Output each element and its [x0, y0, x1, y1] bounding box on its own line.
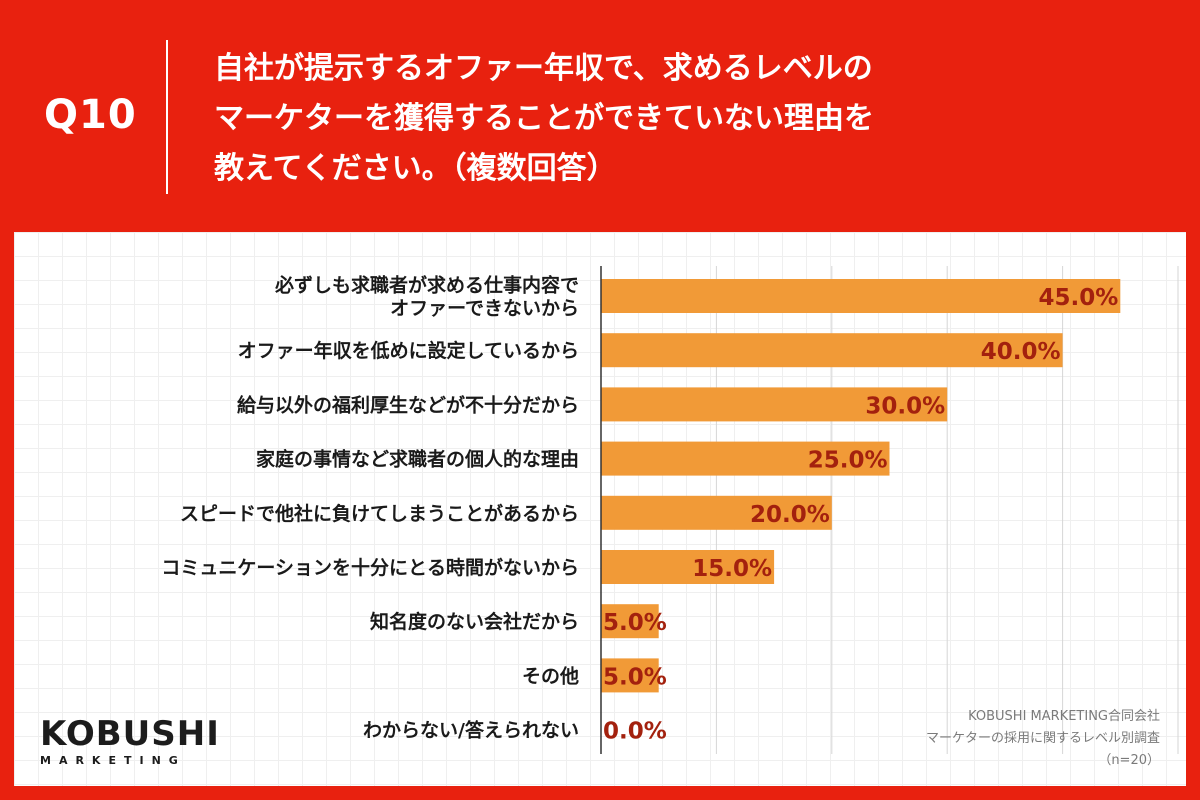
category-label: コミュニケーションを十分にとる時間がないから — [161, 556, 579, 579]
category-label: 家庭の事情など求職者の個人的な理由 — [256, 448, 579, 471]
question-title: 自社が提示するオファー年収で、求めるレベルの マーケターを獲得することができてい… — [214, 44, 1174, 194]
bar — [601, 550, 775, 584]
category-label-line: コミュニケーションを十分にとる時間がないから — [161, 556, 579, 579]
bar — [601, 658, 659, 693]
bar — [601, 441, 890, 476]
source-line: （n=20） — [1098, 753, 1160, 768]
category-label-line: その他 — [522, 664, 579, 687]
value-label: 20.0% — [750, 502, 830, 528]
category-label: スピードで他社に負けてしまうことがあるから — [180, 502, 579, 525]
category-label-line: 知名度のない会社だから — [370, 610, 579, 633]
value-label: 45.0% — [1039, 285, 1119, 311]
chart-panel: 必ずしも求職者が求める仕事内容でオファーできないから 45.0% オファー年収を低め… — [14, 232, 1186, 786]
logo-subtitle: MARKETING — [40, 754, 186, 767]
value-label: 15.0% — [692, 556, 772, 582]
bar — [601, 604, 659, 639]
source-note: KOBUSHI MARKETING合同会社 マーケターの採用に関するレベル別調査… — [926, 706, 1160, 772]
value-label: 0.0% — [603, 719, 667, 745]
category-label: わからない/答えられない — [363, 719, 579, 742]
bar-chart: 必ずしも求職者が求める仕事内容でオファーできないから 45.0% オファー年収を低め… — [161, 266, 1179, 754]
category-label: 給与以外の福利厚生などが不十分だから — [237, 393, 579, 416]
category-label: 必ずしも求職者が求める仕事内容でオファーできないから — [274, 274, 579, 320]
category-label-line: 給与以外の福利厚生などが不十分だから — [237, 393, 579, 416]
category-label-line: わからない/答えられない — [363, 719, 579, 742]
question-title-line: 自社が提示するオファー年収で、求めるレベルの — [214, 51, 873, 86]
value-label: 40.0% — [981, 339, 1061, 365]
bar — [601, 387, 948, 422]
category-label-line: スピードで他社に負けてしまうことがあるから — [180, 502, 579, 525]
question-title-line: マーケターを獲得することができていない理由を — [214, 101, 874, 136]
category-label: その他 — [522, 664, 579, 687]
bar — [601, 333, 1063, 368]
category-label-line: オファー年収を低めに設定しているから — [238, 339, 579, 362]
logo-wordmark: KOBUSHI — [40, 714, 220, 754]
category-label-line: 家庭の事情など求職者の個人的な理由 — [256, 448, 579, 471]
source-line: マーケターの採用に関するレベル別調査 — [925, 731, 1160, 746]
category-label: 知名度のない会社だから — [370, 610, 579, 633]
bar — [601, 279, 1121, 313]
category-label-line: オファーできないから — [390, 298, 579, 320]
kobushi-logo: KOBUSHI MARKETING — [40, 714, 220, 767]
value-label: 5.0% — [603, 610, 667, 636]
value-label: 30.0% — [865, 393, 945, 419]
category-label: オファー年収を低めに設定しているから — [238, 339, 579, 362]
value-label: 25.0% — [808, 448, 888, 474]
category-label-line: 必ずしも求職者が求める仕事内容で — [274, 274, 579, 297]
header: Q10 自社が提示するオファー年収で、求めるレベルの マーケターを獲得することが… — [0, 0, 1200, 232]
question-number: Q10 — [44, 92, 137, 138]
header-divider — [166, 40, 168, 194]
source-line: KOBUSHI MARKETING合同会社 — [968, 709, 1160, 724]
bar — [601, 495, 832, 530]
value-label: 5.0% — [603, 664, 667, 690]
question-title-line: 教えてください。（複数回答） — [214, 151, 617, 186]
